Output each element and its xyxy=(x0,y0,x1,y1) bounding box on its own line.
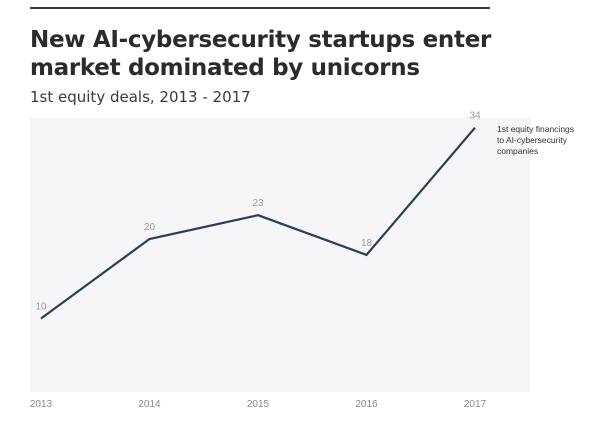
legend-label-line-3: companies xyxy=(497,146,538,156)
chart-title: New AI-cybersecurity startups enter mark… xyxy=(30,27,492,81)
data-label-2014: 20 xyxy=(144,222,156,233)
x-tick-label-2013: 2013 xyxy=(30,399,53,410)
data-label-2017: 34 xyxy=(469,111,481,122)
legend-label-line-2: to AI-cybersecurity xyxy=(497,135,568,145)
x-tick-label-2016: 2016 xyxy=(355,399,378,410)
top-divider xyxy=(30,7,490,9)
x-tick-label-2017: 2017 xyxy=(464,399,487,410)
x-tick-label-2014: 2014 xyxy=(138,399,161,410)
chart-subtitle: 1st equity deals, 2013 - 2017 xyxy=(30,88,251,106)
data-label-2016: 18 xyxy=(361,238,373,249)
legend-label-line-1: 1st equity financings xyxy=(497,124,574,134)
x-tick-label-2015: 2015 xyxy=(247,399,270,410)
data-label-2015: 23 xyxy=(252,198,264,209)
plot-background xyxy=(30,118,530,392)
data-label-2013: 10 xyxy=(35,302,47,313)
